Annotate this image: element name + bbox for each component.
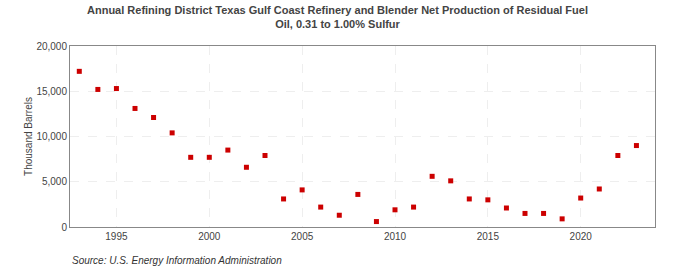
svg-text:Thousand Barrels: Thousand Barrels — [23, 97, 34, 176]
svg-text:0: 0 — [61, 222, 67, 233]
svg-text:10,000: 10,000 — [36, 131, 67, 142]
svg-text:2005: 2005 — [291, 231, 314, 242]
svg-text:2020: 2020 — [570, 231, 593, 242]
svg-text:2000: 2000 — [198, 231, 221, 242]
svg-text:5,000: 5,000 — [42, 176, 67, 187]
svg-text:Annual Refining District Texas: Annual Refining District Texas Gulf Coas… — [87, 4, 588, 30]
svg-text:Source: U.S. Energy Informatio: Source: U.S. Energy Information Administ… — [72, 255, 282, 266]
svg-text:20,000: 20,000 — [36, 41, 67, 52]
svg-text:2010: 2010 — [384, 231, 407, 242]
svg-text:2015: 2015 — [477, 231, 500, 242]
svg-text:1995: 1995 — [105, 231, 128, 242]
svg-text:15,000: 15,000 — [36, 86, 67, 97]
